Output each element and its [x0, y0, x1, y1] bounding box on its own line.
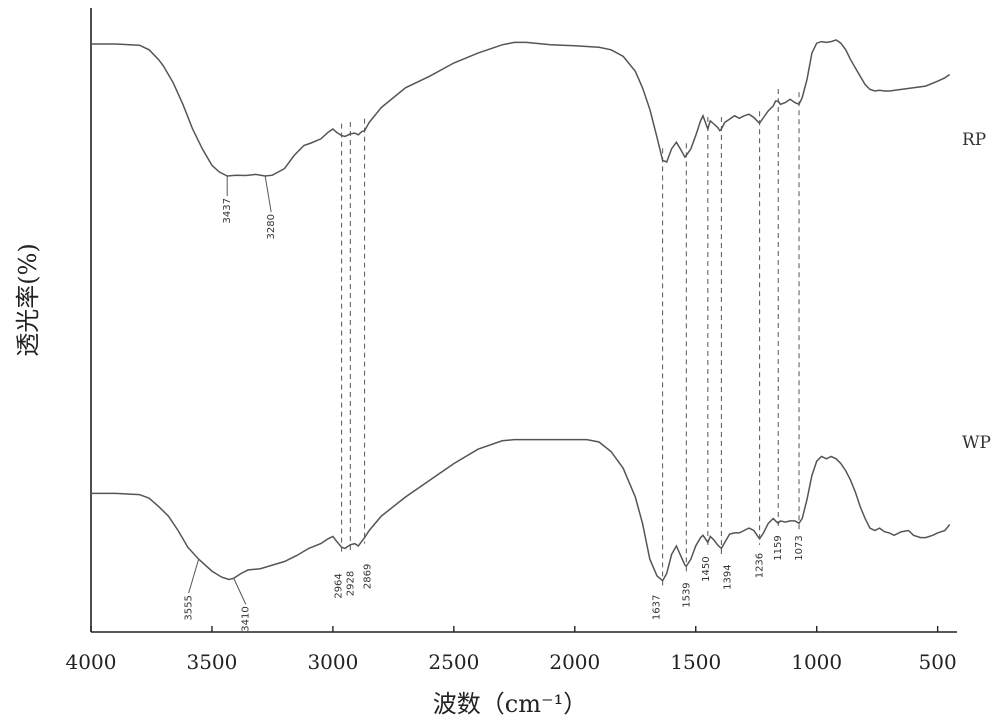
x-tick-label: 1000	[791, 650, 842, 674]
series-line-wp	[91, 438, 951, 582]
chart-axes	[90, 8, 957, 633]
x-tick-label: 500	[919, 650, 957, 674]
series-label-rp: RP	[962, 130, 986, 150]
x-tick-label: 4000	[66, 650, 117, 674]
peak-annotations: 3437 3280 3555 3410 2964 2928 2869 1637 1539 1450…	[184, 175, 805, 632]
peak-label: 2964	[334, 573, 345, 598]
peak-label: 1539	[681, 582, 692, 607]
peak-label: 1073	[794, 535, 805, 560]
peak-label: 1394	[722, 564, 733, 589]
x-tick-label: 2000	[549, 650, 600, 674]
peak-leader-line	[233, 578, 247, 605]
x-tick-label: 3000	[307, 650, 358, 674]
y-axis-title: 透光率(%)	[14, 243, 42, 357]
peak-leader-line	[188, 559, 200, 594]
x-axis-ticks: 4000 3500 3000 2500 2000 1500 1000 500	[66, 626, 957, 674]
peak-label: 1159	[773, 535, 784, 560]
peak-label: 1236	[755, 553, 766, 578]
peak-label: 1637	[652, 595, 663, 620]
x-tick-label: 1500	[670, 650, 721, 674]
spectrum-series: RP WP	[91, 39, 991, 582]
peak-label: 3555	[184, 595, 195, 620]
peak-label: 2928	[345, 571, 356, 596]
x-axis-title: 波数（cm⁻¹）	[433, 690, 588, 718]
peak-label: 2869	[363, 564, 374, 589]
peak-label: 3410	[241, 606, 252, 631]
series-line-rp	[91, 39, 951, 177]
x-tick-label: 3500	[186, 650, 237, 674]
peak-label: 3280	[266, 214, 277, 239]
peak-label: 1450	[701, 556, 712, 581]
x-tick-label: 2500	[428, 650, 479, 674]
peak-label: 3437	[222, 198, 233, 223]
series-label-wp: WP	[962, 433, 991, 453]
peak-leader-line	[264, 175, 272, 213]
peak-guide-lines	[341, 88, 800, 587]
